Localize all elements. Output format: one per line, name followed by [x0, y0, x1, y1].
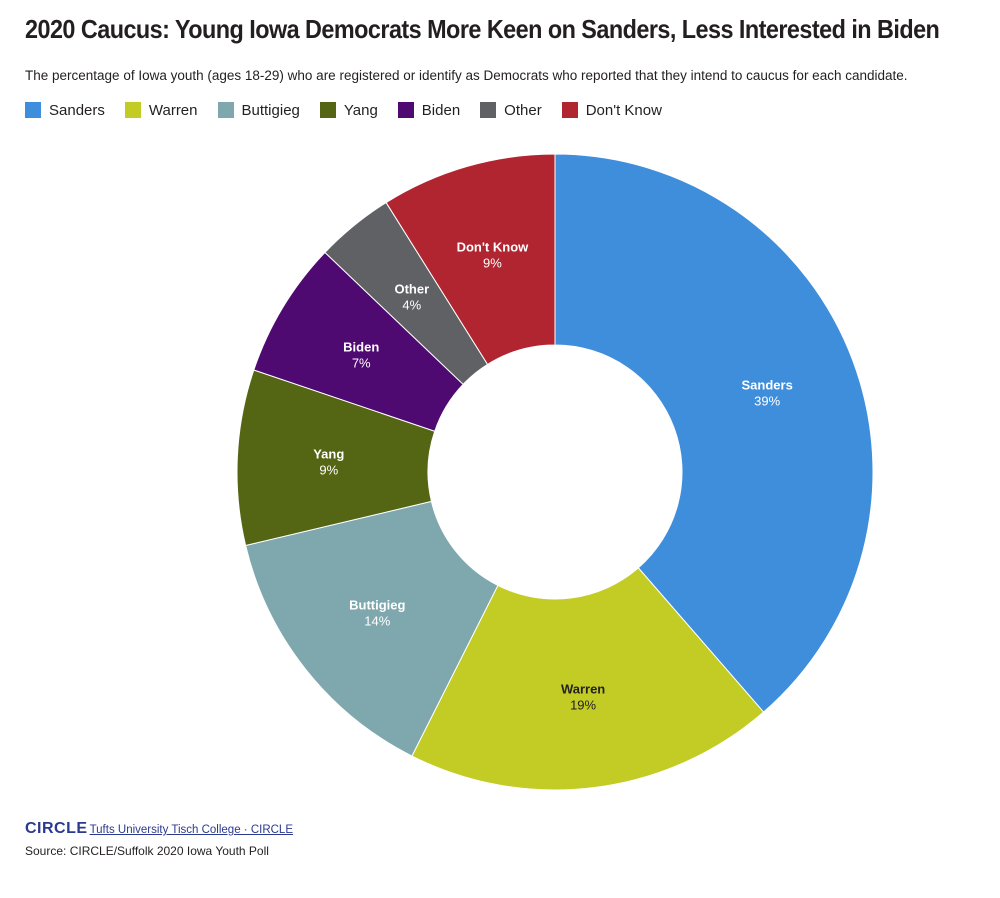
slice-name-biden: Biden — [343, 340, 379, 355]
slice-label-warren: Warren 19% — [561, 682, 605, 713]
slice-value-yang: 9% — [319, 462, 338, 477]
legend-item-other: Other — [480, 102, 542, 119]
source-note: Source: CIRCLE/Suffolk 2020 Iowa Youth P… — [25, 844, 269, 858]
legend-label-other: Other — [504, 101, 542, 119]
slice-value-biden: 7% — [352, 356, 371, 371]
legend-swatch-don-t-know — [561, 102, 578, 118]
slice-name-other: Other — [394, 281, 429, 296]
slice-value-buttigieg: 14% — [364, 613, 390, 628]
slice-name-sanders: Sanders — [742, 378, 793, 393]
legend-swatch-yang — [319, 102, 336, 118]
slice-label-don-t-know: Don't Know 9% — [457, 239, 530, 270]
slice-name-warren: Warren — [561, 682, 605, 697]
legend-label-warren: Warren — [148, 101, 198, 119]
slice-value-sanders: 39% — [754, 394, 780, 409]
legend-label-don-t-know: Don't Know — [585, 101, 662, 119]
tisch-college-link[interactable]: Tufts University Tisch College · CIRCLE — [89, 824, 293, 836]
slice-label-yang: Yang 9% — [313, 446, 344, 477]
slice-sanders — [554, 153, 874, 713]
legend-item-buttigieg: Buttigieg — [217, 101, 300, 119]
slice-name-yang: Yang — [313, 446, 344, 461]
chart-title: 2020 Caucus: Young Iowa Democrats More K… — [25, 14, 940, 44]
slice-label-sanders: Sanders 39% — [742, 378, 793, 409]
slice-warren — [411, 567, 765, 791]
legend-label-buttigieg: Buttigieg — [241, 101, 300, 119]
legend-item-sanders: Sanders — [25, 102, 105, 119]
legend-item-biden: Biden — [397, 101, 461, 119]
slice-don-t-know — [385, 153, 556, 366]
legend-label-yang: Yang — [343, 101, 378, 119]
legend-item-warren: Warren — [124, 101, 198, 119]
slice-buttigieg — [245, 500, 499, 757]
legend-swatch-biden — [397, 102, 414, 118]
circle-logo-wordmark: CIRCLE — [25, 820, 88, 837]
legend-item-don-t-know: Don't Know — [561, 101, 662, 119]
legend: Sanders Warren Buttigieg Yang Biden Other Don'… — [25, 99, 682, 121]
legend-swatch-other — [480, 102, 497, 118]
legend-label-biden: Biden — [421, 101, 461, 119]
slice-value-other: 4% — [402, 297, 421, 312]
slice-name-don-t-know: Don't Know — [457, 239, 530, 254]
slice-label-biden: Biden 7% — [343, 340, 379, 371]
legend-swatch-buttigieg — [217, 102, 234, 118]
legend-swatch-sanders — [25, 102, 41, 118]
slice-name-buttigieg: Buttigieg — [349, 597, 405, 612]
legend-label-sanders: Sanders — [49, 101, 105, 119]
chart-subtitle: The percentage of Iowa youth (ages 18-29… — [25, 68, 908, 83]
circle-logo[interactable]: CIRCLE Tufts University Tisch College · … — [25, 820, 293, 838]
donut-chart: Sanders 39%Warren 19%Buttigieg 14%Yang 9%Bid… — [236, 153, 874, 791]
slice-label-buttigieg: Buttigieg 14% — [349, 597, 405, 628]
slice-label-other: Other 4% — [394, 281, 429, 312]
slice-value-warren: 19% — [570, 698, 596, 713]
slice-value-don-t-know: 9% — [483, 255, 502, 270]
legend-swatch-warren — [124, 102, 141, 118]
legend-item-yang: Yang — [319, 101, 378, 119]
